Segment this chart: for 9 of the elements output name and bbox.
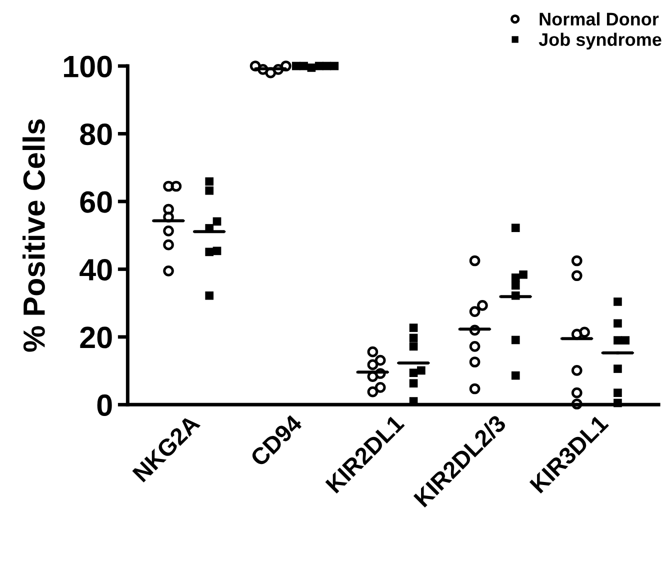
y-tick-label: 40 [80,258,112,281]
legend-label: Job syndrome [538,32,662,50]
legend-label: Normal Donor [540,12,659,26]
y-tick-label: 60 [80,191,112,213]
y-tick-label: 80 [80,123,112,146]
y-tick-label: 100 [64,56,112,78]
y-tick-label: 0 [97,394,112,416]
y-tick-label: 20 [80,326,112,348]
y-axis-title: % Positive Cells [22,119,45,352]
